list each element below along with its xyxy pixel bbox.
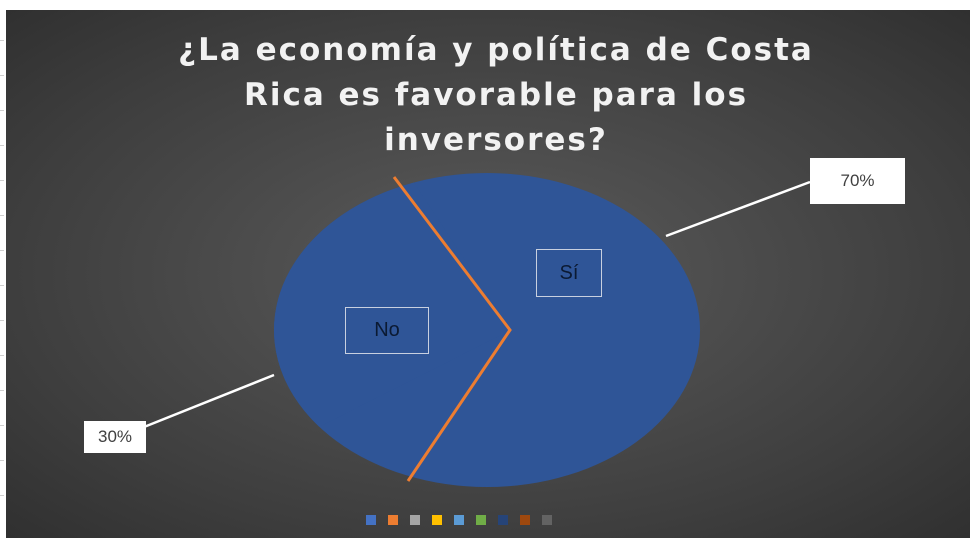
legend [366, 515, 552, 527]
legend-swatch-1 [366, 515, 376, 525]
legend-swatch-6 [476, 515, 486, 525]
legend-swatch-3 [410, 515, 420, 525]
legend-swatch-4 [432, 515, 442, 525]
chart-area[interactable]: ¿La economía y política de Costa Rica es… [6, 10, 970, 538]
legend-swatch-8 [520, 515, 530, 525]
slice-label-no: No [345, 307, 429, 354]
chart-title: ¿La economía y política de Costa Rica es… [178, 32, 814, 158]
legend-swatch-5 [454, 515, 464, 525]
leader-line-30 [133, 373, 275, 433]
pie-slice-no [274, 182, 511, 427]
slice-label-si: Sí [536, 249, 602, 297]
data-label-70: 70% [810, 158, 905, 204]
legend-swatch-7 [498, 515, 508, 525]
pie-chart [133, 173, 811, 487]
data-label-30: 30% [84, 421, 146, 453]
legend-swatch-2 [388, 515, 398, 525]
legend-swatch-9 [542, 515, 552, 525]
sheet-gridline-ticks [0, 0, 6, 543]
leader-line-70 [665, 180, 811, 238]
slice-divider [392, 176, 512, 482]
